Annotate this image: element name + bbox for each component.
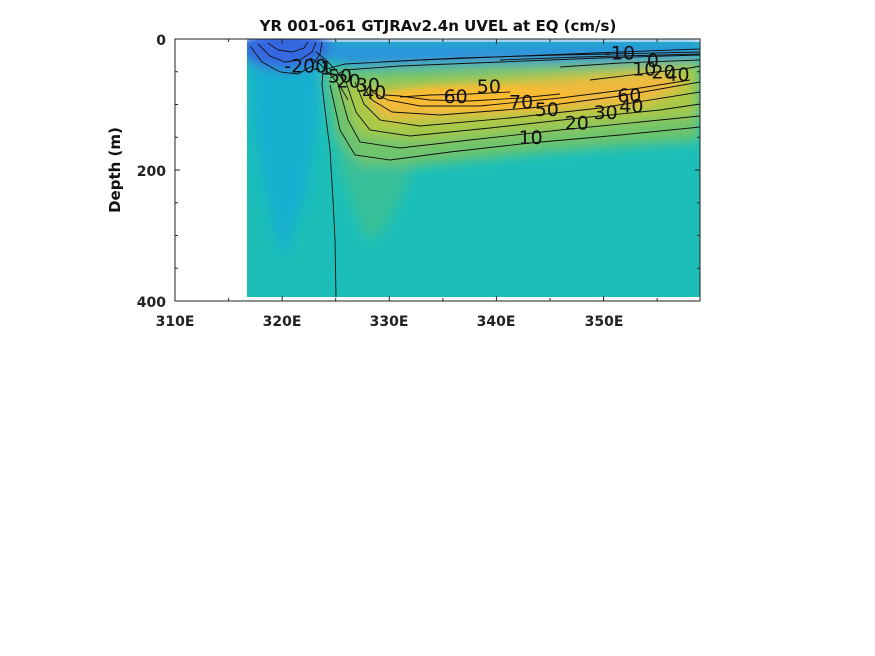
contour-label: 10 xyxy=(519,127,543,149)
contour-line xyxy=(589,65,700,81)
x-tick-label: 330E xyxy=(370,314,409,330)
contour-line-negative xyxy=(267,41,309,53)
x-tick-label: 350E xyxy=(585,314,624,330)
contour-label: 20 xyxy=(337,71,361,93)
contour-line-negative xyxy=(257,41,317,63)
y-tick-label: 0 xyxy=(156,33,166,49)
y-axis-label: Depth (m) xyxy=(106,127,124,213)
contour-line xyxy=(361,81,700,116)
y-tick-label: 200 xyxy=(137,164,166,180)
contour-label: -200 xyxy=(284,56,327,78)
land-mask xyxy=(175,39,700,301)
contour-line-negative xyxy=(315,51,345,83)
contour-label: 50 xyxy=(328,66,352,88)
contour-label: 40 xyxy=(665,64,689,86)
contour-label: 40 xyxy=(362,82,386,104)
contour-label: 50 xyxy=(535,99,559,121)
contour-lines xyxy=(249,41,700,298)
contour-label: -10 xyxy=(604,43,635,65)
x-axis: 310E 320E 330E 340E 350E xyxy=(156,314,624,330)
contour-line xyxy=(379,51,700,63)
contour-line-negative xyxy=(309,57,349,101)
contour-label: 20 xyxy=(565,113,589,135)
plot-area xyxy=(175,39,700,301)
contour-label: 30 xyxy=(356,75,380,97)
contour-label: 70 xyxy=(509,92,533,114)
x-tick-label: 340E xyxy=(477,314,516,330)
contour-line xyxy=(499,53,700,61)
contour-line xyxy=(371,79,691,107)
contour-label: 50 xyxy=(477,76,501,98)
western-westward-band xyxy=(250,66,320,260)
contour-line xyxy=(354,81,700,127)
contour-line xyxy=(559,59,700,68)
x-tick-label: 320E xyxy=(263,314,302,330)
x-tick-label: 310E xyxy=(156,314,195,330)
contour-label: 60 xyxy=(444,86,468,108)
contour-line xyxy=(337,83,700,149)
axis-ticks xyxy=(174,38,700,302)
contour-label: 20 xyxy=(652,62,676,84)
y-axis: 0 200 400 Depth (m) xyxy=(106,33,166,311)
contour-label: -1 xyxy=(313,58,332,80)
contour-label: 0 xyxy=(647,50,659,72)
contour-label: 30 xyxy=(594,102,618,124)
chart-title: YR 001-061 GTJRAv2.4n UVEL at EQ (cm/s) xyxy=(259,17,617,35)
y-tick-label: 400 xyxy=(137,295,166,311)
contour-line xyxy=(345,81,700,137)
core-maximum xyxy=(385,86,575,110)
contour-line xyxy=(384,93,561,102)
contour-label: 10 xyxy=(632,58,656,80)
contour-line xyxy=(399,91,511,98)
contour-label: 40 xyxy=(619,96,643,118)
contour-line-negative xyxy=(249,41,323,75)
contour-label: 60 xyxy=(617,85,641,107)
contour-line xyxy=(329,54,700,79)
contour-line xyxy=(329,84,700,161)
